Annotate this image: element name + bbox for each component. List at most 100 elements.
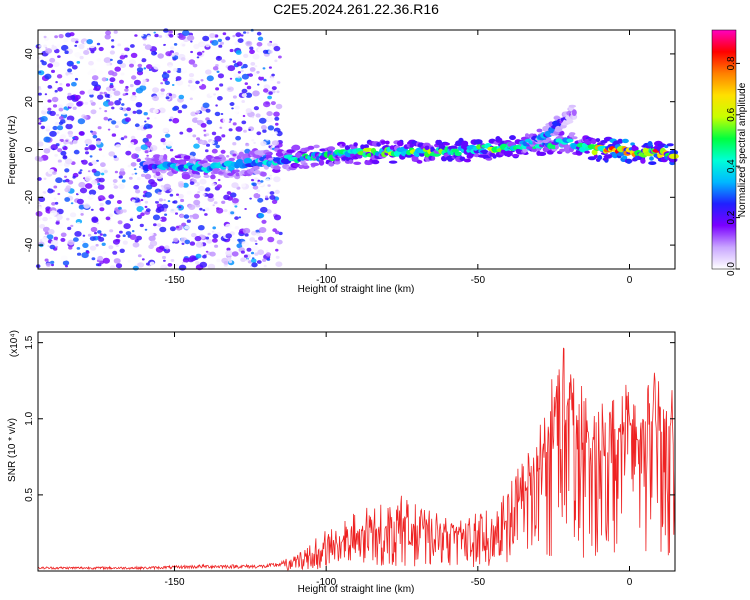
noise-speckle — [87, 89, 95, 95]
noise-speckle — [257, 36, 264, 41]
noise-speckle — [190, 40, 193, 43]
ridge-halo — [621, 138, 629, 144]
noise-speckle — [175, 265, 179, 269]
noise-speckle — [54, 89, 58, 93]
noise-speckle — [213, 93, 217, 96]
spectrogram-y-label: Frequency (Hz) — [7, 116, 18, 185]
noise-speckle — [41, 236, 49, 243]
ridge-halo — [327, 146, 336, 151]
noise-speckle — [250, 251, 255, 255]
noise-speckle — [241, 241, 249, 248]
noise-speckle — [163, 198, 166, 202]
noise-speckle — [252, 182, 257, 187]
noise-speckle — [117, 220, 123, 225]
noise-speckle — [198, 41, 206, 48]
noise-speckle — [271, 86, 277, 91]
noise-speckle — [62, 146, 68, 151]
noise-speckle — [124, 113, 128, 117]
noise-speckle — [149, 261, 155, 266]
noise-speckle — [253, 177, 259, 181]
noise-speckle — [262, 49, 269, 54]
ridge-halo — [380, 140, 387, 144]
noise-speckle — [193, 199, 201, 206]
noise-speckle — [119, 230, 123, 234]
noise-speckle — [119, 248, 125, 253]
noise-speckle — [69, 212, 77, 218]
noise-speckle — [112, 88, 116, 91]
noise-speckle — [236, 61, 243, 67]
noise-speckle — [38, 44, 42, 48]
ridge-halo — [459, 156, 466, 162]
noise-speckle — [88, 60, 94, 66]
noise-speckle — [258, 236, 264, 241]
noise-speckle — [267, 50, 273, 54]
noise-speckle — [51, 202, 56, 206]
noise-speckle — [276, 90, 280, 94]
noise-speckle — [74, 44, 78, 47]
noise-speckle — [170, 217, 173, 220]
noise-speckle — [164, 245, 170, 250]
noise-speckle — [84, 138, 93, 145]
noise-speckle — [243, 254, 248, 258]
noise-speckle — [122, 93, 127, 96]
noise-speckle — [40, 125, 46, 130]
noise-speckle — [274, 59, 278, 63]
colorbar-frame — [711, 29, 737, 270]
ridge-halo — [151, 167, 158, 174]
ridge-halo — [584, 150, 590, 154]
noise-speckle — [114, 100, 121, 106]
noise-speckle — [123, 223, 131, 230]
noise-speckle — [43, 44, 47, 48]
noise-speckle — [89, 68, 97, 75]
noise-speckle — [103, 57, 112, 64]
noise-speckle — [67, 74, 75, 80]
x-tick-label: 0 — [627, 275, 633, 286]
noise-speckle — [151, 51, 157, 56]
noise-speckle — [111, 71, 118, 77]
noise-speckle — [211, 104, 216, 108]
noise-speckle — [79, 90, 85, 95]
noise-speckle — [240, 257, 247, 263]
noise-speckle — [257, 197, 264, 203]
noise-speckle — [222, 32, 227, 36]
noise-speckle — [152, 95, 160, 102]
noise-speckle — [161, 126, 169, 133]
noise-speckle — [124, 47, 129, 51]
noise-speckle — [199, 261, 208, 268]
noise-speckle — [50, 239, 59, 246]
noise-speckle — [51, 45, 57, 51]
noise-speckle — [90, 130, 93, 133]
noise-speckle — [65, 178, 70, 183]
y-tick-label: 1.0 — [24, 411, 35, 425]
noise-speckle — [45, 262, 52, 267]
noise-speckle — [202, 102, 210, 109]
noise-speckle — [74, 40, 79, 44]
noise-speckle — [95, 140, 102, 145]
noise-speckle — [40, 116, 48, 122]
noise-speckle — [257, 249, 265, 255]
noise-speckle — [41, 178, 48, 184]
noise-speckle — [113, 185, 119, 189]
noise-speckle — [131, 114, 135, 117]
noise-speckle — [52, 148, 55, 151]
noise-speckle — [101, 242, 106, 246]
ridge-halo — [334, 160, 341, 165]
noise-speckle — [100, 172, 105, 176]
noise-speckle — [234, 226, 240, 230]
noise-speckle — [40, 59, 44, 63]
noise-speckle — [270, 101, 276, 106]
noise-speckle — [91, 168, 97, 173]
noise-speckle — [81, 252, 89, 259]
noise-speckle — [150, 181, 158, 188]
noise-speckle — [38, 71, 42, 74]
noise-speckle — [252, 185, 259, 190]
noise-speckle — [267, 236, 275, 243]
noise-speckle — [278, 55, 282, 59]
noise-speckle — [91, 217, 99, 223]
noise-speckle — [65, 123, 73, 130]
noise-speckle — [58, 162, 63, 167]
noise-speckle — [230, 236, 237, 242]
noise-speckle — [271, 134, 275, 136]
noise-speckle — [145, 203, 150, 206]
noise-speckle — [86, 48, 90, 51]
